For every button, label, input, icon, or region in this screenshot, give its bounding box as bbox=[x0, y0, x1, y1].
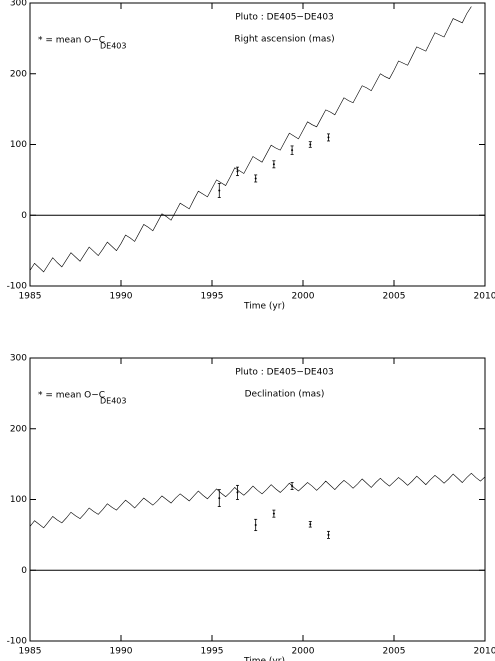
y-tick-label: 300 bbox=[10, 0, 27, 9]
legend-label: * = mean O−C bbox=[38, 391, 105, 401]
error-bar bbox=[217, 183, 221, 198]
error-bar bbox=[254, 518, 258, 532]
error-bar-point bbox=[327, 136, 330, 139]
y-tick-label: 200 bbox=[10, 69, 27, 79]
y-tick-label: 300 bbox=[10, 354, 27, 364]
legend-label: * = mean O−C bbox=[38, 36, 105, 46]
error-bar bbox=[217, 489, 221, 507]
error-bar bbox=[326, 530, 330, 539]
x-tick-label: 2010 bbox=[474, 292, 495, 302]
error-bar bbox=[290, 145, 294, 155]
y-tick-label: -100 bbox=[7, 282, 28, 292]
x-tick-label: 2000 bbox=[292, 292, 315, 302]
chart: -100 0 100 200 300 1985 1990 1995 2000 2005 2010 Pl… bbox=[7, 0, 495, 312]
chart-title: Pluto : DE405−DE403 bbox=[235, 13, 334, 23]
error-bar bbox=[272, 160, 276, 169]
error-bar-point bbox=[254, 523, 257, 526]
error-bar-point bbox=[272, 512, 275, 515]
x-axis-label: Time (yr) bbox=[243, 302, 285, 312]
x-tick-label: 1985 bbox=[19, 292, 42, 302]
chart-subtitle: Declination (mas) bbox=[245, 390, 325, 400]
error-bar-point bbox=[254, 177, 257, 180]
y-tick-label: -100 bbox=[7, 637, 28, 647]
x-tick-label: 2010 bbox=[474, 647, 495, 657]
error-bar bbox=[235, 484, 239, 500]
x-tick-label: 1995 bbox=[201, 647, 224, 657]
error-bar-point bbox=[291, 149, 294, 152]
x-tick-label: 1995 bbox=[201, 292, 224, 302]
x-axis-label: Time (yr) bbox=[243, 657, 285, 661]
error-bar-point bbox=[236, 491, 239, 494]
error-bar bbox=[308, 521, 312, 528]
legend-subscript: DE403 bbox=[100, 397, 126, 406]
x-tick-label: 2005 bbox=[383, 647, 406, 657]
chart-subtitle: Right ascension (mas) bbox=[234, 35, 334, 45]
error-bar-point bbox=[327, 533, 330, 536]
error-bar-point bbox=[309, 523, 312, 526]
legend-subscript: DE403 bbox=[100, 42, 126, 51]
y-tick-label: 200 bbox=[10, 424, 27, 434]
y-tick-label: 0 bbox=[21, 211, 27, 221]
error-bar bbox=[235, 166, 239, 177]
error-bar bbox=[254, 174, 258, 183]
error-bar-point bbox=[272, 163, 275, 166]
y-tick-label: 100 bbox=[10, 140, 27, 150]
error-bar-point bbox=[218, 497, 221, 500]
error-bar-point bbox=[218, 189, 221, 192]
y-tick-label: 0 bbox=[21, 566, 27, 576]
chart: -100 0 100 200 300 1985 1990 1995 2000 2005 2010 Pl… bbox=[7, 354, 495, 661]
error-bar-point bbox=[236, 170, 239, 173]
x-tick-label: 2005 bbox=[383, 292, 406, 302]
chart-title: Pluto : DE405−DE403 bbox=[235, 368, 334, 378]
error-bar-point bbox=[309, 143, 312, 146]
error-bar bbox=[308, 141, 312, 148]
error-bar bbox=[272, 509, 276, 518]
error-bar bbox=[326, 133, 330, 142]
x-tick-label: 1990 bbox=[110, 647, 133, 657]
error-bar bbox=[290, 482, 294, 490]
x-tick-label: 1985 bbox=[19, 647, 42, 657]
curve bbox=[29, 6, 472, 273]
y-tick-label: 100 bbox=[10, 495, 27, 505]
x-tick-label: 1990 bbox=[110, 292, 133, 302]
curve bbox=[29, 472, 486, 529]
x-tick-label: 2000 bbox=[292, 647, 315, 657]
error-bar-point bbox=[291, 485, 294, 488]
